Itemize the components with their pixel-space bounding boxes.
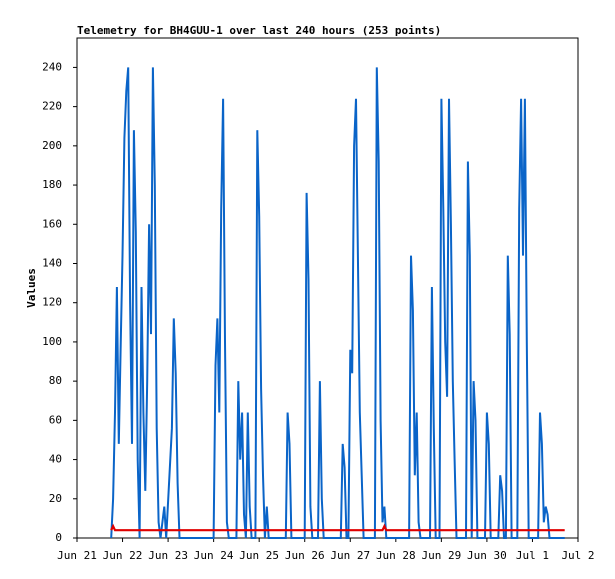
x-tick-label: Jun 21 [57,549,97,562]
y-tick-label: 80 [49,374,62,387]
chart-title: Telemetry for BH4GUU-1 over last 240 hou… [77,24,441,37]
x-tick-label: Jul 2 [561,549,594,562]
y-tick-label: 180 [42,178,62,191]
x-tick-label: Jun 23 [148,549,188,562]
y-tick-label: 140 [42,256,62,269]
y-tick-label: 0 [55,531,62,544]
y-tick-label: 120 [42,296,62,309]
y-tick-label: 200 [42,139,62,152]
y-tick-label: 160 [42,217,62,230]
y-tick-label: 240 [42,60,62,73]
x-tick-label: Jun 25 [239,549,279,562]
x-tick-label: Jun 26 [285,549,325,562]
x-tick-label: Jun 22 [103,549,143,562]
x-tick-label: Jul 1 [516,549,549,562]
series-line [110,67,565,539]
y-tick-label: 100 [42,335,62,348]
x-tick-label: Jun 28 [376,549,416,562]
y-tick-label: 20 [49,492,62,505]
y-tick-label: 220 [42,100,62,113]
x-tick-label: Jun 30 [467,549,507,562]
y-tick-label: 60 [49,413,62,426]
y-tick-label: 40 [49,453,62,466]
series-line [110,523,565,532]
y-axis-label: Values [25,268,38,308]
x-tick-label: Jun 27 [330,549,370,562]
x-tick-label: Jun 24 [194,549,234,562]
x-tick-label: Jun 29 [421,549,461,562]
